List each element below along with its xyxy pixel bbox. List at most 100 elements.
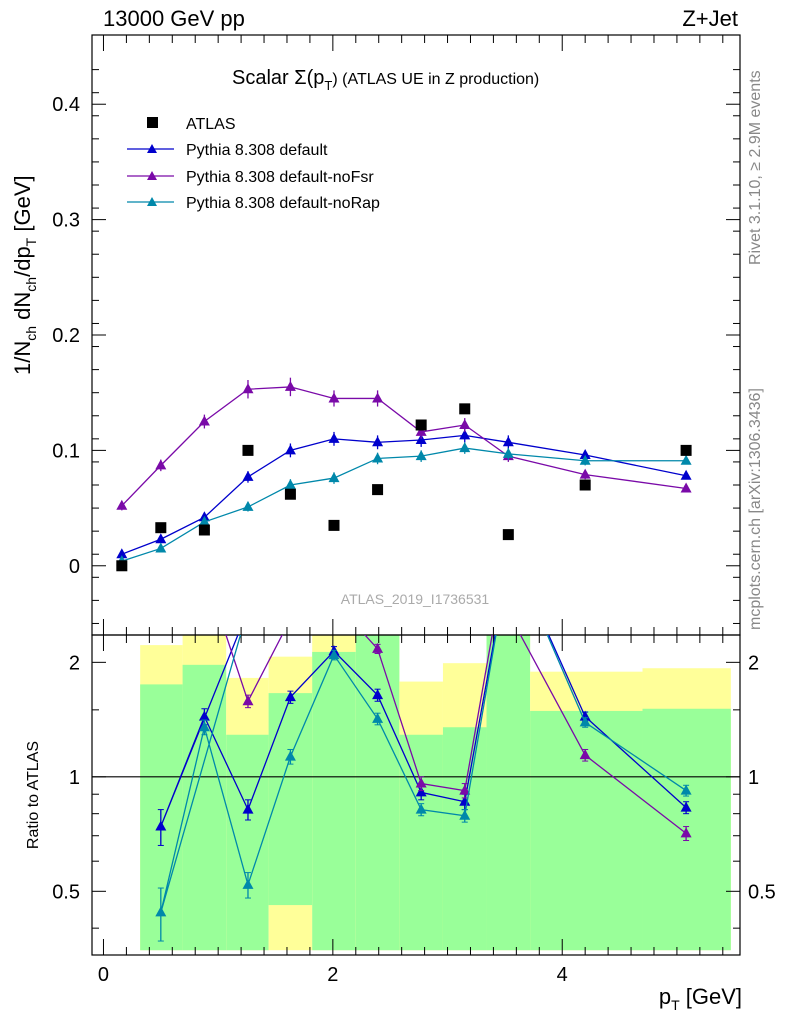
band-inner-9 xyxy=(530,710,643,951)
ratio-point-norap-8 xyxy=(579,716,591,727)
main-point-default-1 xyxy=(155,533,167,544)
main-point-default-5 xyxy=(328,432,340,443)
ratio-y-axis-label: Ratio to ATLAS xyxy=(25,741,42,849)
main-point-default-7 xyxy=(415,434,427,444)
y-tick-label-0: 0 xyxy=(69,556,80,578)
main-point-nofsr-10 xyxy=(579,468,591,479)
ratio-point-default-3 xyxy=(284,691,296,702)
ratio-point-default-0 xyxy=(155,820,167,831)
legend-atlas-marker xyxy=(147,117,158,128)
ratio-point-norap-0 xyxy=(155,906,167,917)
ratio-line-default xyxy=(160,635,687,827)
ratio-plot-data xyxy=(92,635,740,942)
atlas-point-6 xyxy=(372,484,384,496)
legend: ATLAS Pythia 8.308 default Pythia 8.308 … xyxy=(127,116,380,212)
ratio-point-norap-9 xyxy=(680,784,692,795)
atlas-point-8 xyxy=(459,403,471,415)
legend-default-label: Pythia 8.308 default xyxy=(186,142,328,159)
y-tick-label-0.1: 0.1 xyxy=(52,440,80,462)
ratio-tick-label-2-right: 2 xyxy=(748,652,759,674)
main-line-norap xyxy=(121,447,687,562)
band-inner-3 xyxy=(268,693,313,906)
legend-atlas-label: ATLAS xyxy=(186,116,236,133)
ratio-line-norap xyxy=(160,635,687,913)
ratio-point-nofsr-6 xyxy=(415,777,427,788)
band-inner-7 xyxy=(442,727,487,951)
atlas-point-5 xyxy=(328,519,340,531)
legend-nofsr-marker xyxy=(147,171,157,180)
band-inner-8 xyxy=(486,635,531,951)
main-plot-data xyxy=(116,377,692,572)
ratio-point-default-5 xyxy=(372,689,384,700)
ratio-y-tick-labels: 0.5 1 2 0.5 1 2 xyxy=(52,652,776,903)
ratio-point-default-2 xyxy=(242,803,254,814)
main-point-nofsr-2 xyxy=(198,415,210,426)
band-inner-6 xyxy=(399,734,443,951)
main-point-norap-10 xyxy=(579,454,591,465)
legend-norap-label: Pythia 8.308 default-noRap xyxy=(186,195,380,212)
mcplots-label: mcplots.cern.ch [arXiv:1306.3436] xyxy=(747,388,764,630)
main-line-nofsr xyxy=(121,386,687,507)
main-point-nofsr-0 xyxy=(116,499,128,510)
ratio-point-norap-7 xyxy=(459,809,471,820)
atlas-point-4 xyxy=(284,488,296,500)
atlas-point-1 xyxy=(155,522,167,534)
main-point-norap-3 xyxy=(242,500,254,511)
atlas-point-11 xyxy=(680,444,692,456)
legend-default-marker xyxy=(147,144,157,153)
main-point-default-3 xyxy=(242,470,254,481)
atlas-point-3 xyxy=(242,444,254,456)
main-y-tick-labels: 0 0.1 0.2 0.3 0.4 xyxy=(52,94,80,578)
header-process: Z+Jet xyxy=(682,6,738,31)
ratio-point-nofsr-8 xyxy=(579,749,591,760)
ratio-point-default-9 xyxy=(680,801,692,812)
y-tick-label-0.2: 0.2 xyxy=(52,325,80,347)
ratio-point-norap-3 xyxy=(284,750,296,761)
main-point-nofsr-1 xyxy=(155,459,167,470)
ratio-plot-frame xyxy=(91,634,741,956)
atlas-point-0 xyxy=(116,560,128,572)
main-point-default-10 xyxy=(579,449,591,459)
x-tick-label-4: 4 xyxy=(557,964,568,986)
main-point-nofsr-8 xyxy=(459,419,471,429)
ratio-point-norap-5 xyxy=(372,712,384,723)
main-line-default xyxy=(121,434,687,555)
ratio-point-default-1 xyxy=(198,710,210,721)
main-point-norap-11 xyxy=(680,454,692,465)
rivet-label: Rivet 3.1.10, ≥ 2.9M events xyxy=(747,70,764,265)
header-collision: 13000 GeV pp xyxy=(103,6,245,31)
main-point-nofsr-6 xyxy=(372,392,384,403)
main-point-norap-8 xyxy=(459,442,471,453)
atlas-point-10 xyxy=(579,479,591,491)
main-point-norap-4 xyxy=(284,479,296,489)
ratio-tick-label-2-left: 2 xyxy=(69,652,80,674)
main-point-nofsr-3 xyxy=(242,383,254,394)
main-point-nofsr-4 xyxy=(284,380,296,391)
ratio-point-nofsr-7 xyxy=(459,784,471,795)
ratio-point-norap-2 xyxy=(242,878,254,889)
band-inner-5 xyxy=(355,635,400,951)
ratio-tick-label-0.5-right: 0.5 xyxy=(748,881,776,903)
main-point-nofsr-5 xyxy=(328,392,340,403)
x-axis-label: pT [GeV] xyxy=(659,984,742,1013)
atlas-point-7 xyxy=(415,419,427,431)
main-point-default-11 xyxy=(680,469,692,480)
main-y-axis-label: 1/Nch dNch/dpT [GeV] xyxy=(10,175,39,375)
main-plot-title: Scalar Σ(pT) (ATLAS UE in Z production) xyxy=(232,67,539,93)
x-tick-label-2: 2 xyxy=(327,964,338,986)
main-point-default-6 xyxy=(372,436,384,447)
legend-nofsr-label: Pythia 8.308 default-noFsr xyxy=(186,169,374,186)
ratio-tick-label-0.5-left: 0.5 xyxy=(52,881,80,903)
band-inner-4 xyxy=(312,651,356,951)
main-point-norap-2 xyxy=(198,515,210,526)
main-point-norap-6 xyxy=(372,452,384,463)
ratio-tick-label-1-right: 1 xyxy=(748,767,759,789)
main-point-default-8 xyxy=(459,429,471,440)
y-tick-label-0.3: 0.3 xyxy=(52,210,80,232)
atlas-point-2 xyxy=(198,524,210,536)
atlas-point-9 xyxy=(502,529,514,541)
ratio-tick-label-1-left: 1 xyxy=(69,767,80,789)
axis-ticks xyxy=(92,35,740,955)
ratio-point-nofsr-2 xyxy=(242,695,254,706)
